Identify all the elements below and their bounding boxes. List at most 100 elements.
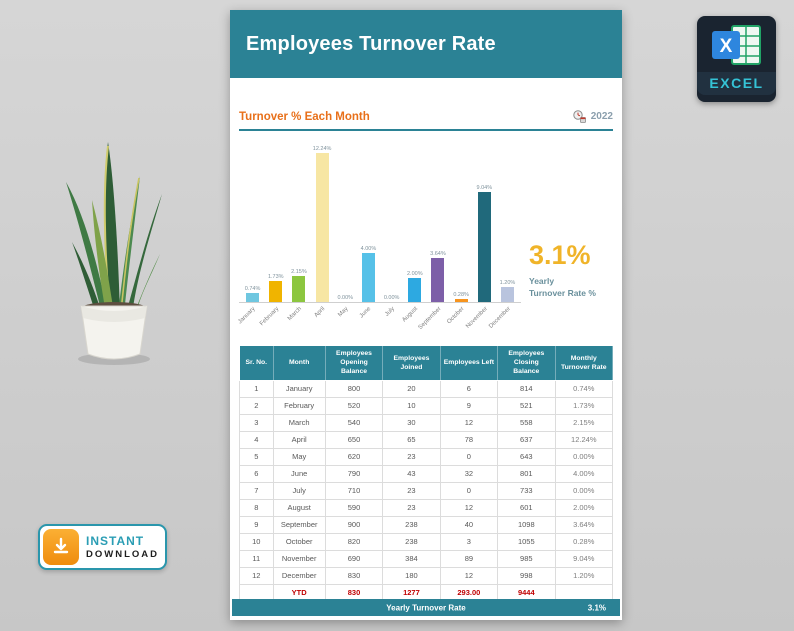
ytd-left: 293.00 bbox=[439, 583, 499, 602]
cell: 540 bbox=[324, 413, 384, 432]
bar-column: 9.04% November bbox=[465, 143, 496, 330]
bar-month-label: May bbox=[337, 306, 350, 319]
calendar-icon bbox=[573, 110, 586, 123]
cell: 8 bbox=[239, 498, 274, 517]
table-row: 2 February 520 10 9 521 1.73% bbox=[239, 396, 614, 415]
bar-value-label: 2.00% bbox=[406, 270, 423, 277]
cell: 12 bbox=[439, 413, 499, 432]
cell: 9 bbox=[439, 396, 499, 415]
excel-badge-label: EXCEL bbox=[697, 72, 776, 95]
plant-decoration bbox=[42, 126, 187, 368]
yearly-rate-label-line2: Turnover Rate % bbox=[529, 287, 596, 298]
table-row: 11 November 690 384 89 985 9.04% bbox=[239, 549, 614, 568]
download-badge-text: INSTANT DOWNLOAD bbox=[86, 534, 159, 561]
cell: 238 bbox=[382, 515, 441, 534]
document-header: Employees Turnover Rate bbox=[230, 10, 622, 78]
bar-value-label: 0.00% bbox=[337, 295, 354, 301]
bar-column: 0.28% October bbox=[446, 143, 473, 326]
cell: 384 bbox=[382, 549, 441, 568]
cell: June bbox=[272, 464, 326, 483]
cell: 790 bbox=[324, 464, 384, 483]
cell: 1.73% bbox=[554, 396, 614, 415]
table-row: 9 September 900 238 40 1098 3.64% bbox=[239, 515, 614, 534]
bar-column: 0.00% May bbox=[334, 143, 357, 318]
cell: 733 bbox=[497, 481, 556, 500]
ytd-opening: 830 bbox=[324, 583, 384, 602]
bar-value-label: 12.24% bbox=[312, 145, 332, 152]
cell: 4 bbox=[239, 430, 274, 449]
bar-column: 12.24% April bbox=[311, 143, 334, 319]
cell: 985 bbox=[497, 549, 556, 568]
chart-row: 0.74% January 1.73% February 2.15% March 12.24… bbox=[237, 143, 613, 331]
bar-value-label: 0.28% bbox=[453, 291, 469, 298]
cell: 814 bbox=[497, 379, 556, 398]
cell: March bbox=[272, 413, 326, 432]
cell: 601 bbox=[497, 498, 556, 517]
cell: 1098 bbox=[497, 515, 556, 534]
bar-month-label: October bbox=[446, 306, 466, 326]
bar bbox=[477, 191, 491, 302]
yearly-rate-value: 3.1% bbox=[529, 240, 591, 271]
cell: 10 bbox=[239, 532, 274, 551]
bar-value-label: 1.20% bbox=[499, 280, 516, 287]
table-row: 1 January 800 20 6 814 0.74% bbox=[239, 379, 614, 398]
table-row: 10 October 820 238 3 1055 0.28% bbox=[239, 532, 614, 551]
bar-column: 2.00% August bbox=[402, 143, 426, 324]
cell: 6 bbox=[439, 379, 499, 398]
bar-month-label: March bbox=[287, 306, 304, 323]
bar-column: 0.74% January bbox=[237, 143, 264, 325]
cell: 43 bbox=[382, 464, 441, 483]
table-row: 4 April 650 65 78 637 12.24% bbox=[239, 430, 614, 449]
cell: February bbox=[272, 396, 326, 415]
bar-month-label: January bbox=[237, 306, 257, 326]
bar-value-label: 1.73% bbox=[267, 273, 284, 280]
yearly-rate-label-line1: Yearly bbox=[529, 276, 555, 287]
table-row: 12 December 830 180 12 998 1.20% bbox=[239, 566, 614, 585]
cell: 40 bbox=[439, 515, 499, 534]
cell: 23 bbox=[382, 447, 441, 466]
cell: September bbox=[272, 515, 326, 534]
excel-badge: X EXCEL bbox=[697, 16, 776, 102]
bar-chart: 0.74% January 1.73% February 2.15% March 12.24… bbox=[237, 143, 521, 331]
cell: 690 bbox=[324, 549, 384, 568]
bar-value-label: 9.04% bbox=[476, 184, 493, 191]
cell: 0.00% bbox=[554, 447, 614, 466]
cell: 3.64% bbox=[554, 515, 614, 534]
column-header: Month bbox=[272, 345, 326, 381]
table-row: 5 May 620 23 0 643 0.00% bbox=[239, 447, 614, 466]
cell: 3 bbox=[439, 532, 499, 551]
bar-value-label: 4.00% bbox=[360, 246, 377, 253]
table-row: 8 August 590 23 12 601 2.00% bbox=[239, 498, 614, 517]
footer-value: 3.1% bbox=[587, 603, 606, 612]
cell: 20 bbox=[382, 379, 441, 398]
cell: January bbox=[272, 379, 326, 398]
footer-label: Yearly Turnover Rate bbox=[386, 603, 466, 612]
spreadsheet-preview: Employees Turnover Rate Turnover % Each … bbox=[230, 10, 622, 620]
bar-value-label: 0.74% bbox=[244, 285, 261, 292]
cell: 0.74% bbox=[554, 379, 614, 398]
yearly-rate-label: Yearly Turnover Rate % bbox=[529, 276, 613, 299]
bar-value-label: 2.15% bbox=[291, 268, 307, 275]
table-row: 3 March 540 30 12 558 2.15% bbox=[239, 413, 614, 432]
cell: 998 bbox=[497, 566, 556, 585]
bar-month-label: August bbox=[401, 306, 420, 324]
column-header: Employees Joined bbox=[382, 345, 441, 381]
cell: 89 bbox=[439, 549, 499, 568]
cell: 2.00% bbox=[554, 498, 614, 517]
cell: 0 bbox=[439, 481, 499, 500]
year-selector: 2022 bbox=[573, 110, 613, 123]
ytd-row: YTD 830 1277 293.00 9444 bbox=[239, 583, 614, 602]
bar bbox=[246, 292, 260, 302]
cell: 0.28% bbox=[554, 532, 614, 551]
cell: 32 bbox=[439, 464, 499, 483]
header-row: Sr. No. Month Employees Opening Balance Emp… bbox=[239, 345, 614, 381]
instant-download-badge[interactable]: INSTANT DOWNLOAD bbox=[38, 524, 167, 570]
cell: 30 bbox=[382, 413, 441, 432]
bar bbox=[500, 287, 514, 302]
cell: 7 bbox=[239, 481, 274, 500]
cell: 12 bbox=[439, 498, 499, 517]
document-body: Turnover % Each Month 2022 0.74% January 1… bbox=[230, 78, 622, 602]
cell: April bbox=[272, 430, 326, 449]
cell: August bbox=[272, 498, 326, 517]
cell: 830 bbox=[324, 566, 384, 585]
